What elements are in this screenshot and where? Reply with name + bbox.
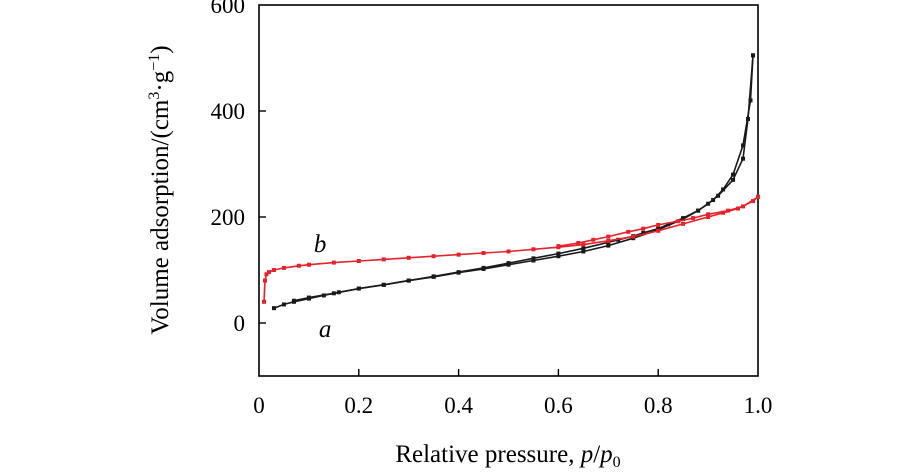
x-ticks: 0 0.2 0.4 0.6 0.8 1.0 <box>253 369 772 418</box>
data-point <box>431 254 436 259</box>
series-line-a-desorption <box>293 55 754 302</box>
series-a-desorption <box>291 53 756 303</box>
data-point <box>481 265 486 270</box>
data-point <box>281 302 286 307</box>
data-point <box>716 193 721 198</box>
x-tick-label: 0 <box>253 393 265 418</box>
data-point <box>696 208 701 213</box>
data-point <box>356 258 361 263</box>
data-point <box>641 230 646 235</box>
data-point <box>691 216 696 221</box>
data-point <box>271 306 276 311</box>
data-point <box>266 270 271 275</box>
data-point <box>261 299 266 304</box>
data-point <box>281 265 286 270</box>
data-point <box>591 237 596 242</box>
data-point <box>576 240 581 245</box>
series-line-a <box>273 55 754 309</box>
data-point <box>456 270 461 275</box>
data-point <box>676 219 681 224</box>
data-point <box>406 255 411 260</box>
y-axis-title: Volume adsorption/(cm3·g−1) <box>146 45 174 334</box>
curve-labels: ab <box>314 231 331 343</box>
data-point <box>606 238 611 243</box>
x-axis-title: Relative pressure, p/p0 <box>395 441 620 471</box>
data-point <box>631 234 636 239</box>
series-line-b-desorption <box>558 196 759 247</box>
data-point <box>721 210 726 215</box>
data-point <box>506 261 511 266</box>
data-point <box>731 177 736 182</box>
data-point <box>726 208 731 213</box>
data-point <box>706 212 711 217</box>
data-point <box>271 268 276 272</box>
data-point <box>751 53 756 58</box>
data-point <box>656 222 661 227</box>
x-tick-label: 0.8 <box>644 393 673 418</box>
data-point <box>406 278 411 283</box>
data-point <box>641 226 646 231</box>
data-point <box>381 257 386 262</box>
data-point <box>606 234 611 239</box>
data-point <box>581 246 586 251</box>
x-tick-label: 0.2 <box>344 393 373 418</box>
data-point <box>626 229 631 234</box>
data-point <box>381 282 386 287</box>
series-layer <box>261 53 760 311</box>
data-point <box>456 252 461 257</box>
plot-frame <box>258 4 759 377</box>
data-point <box>356 286 361 291</box>
y-ticks: 0 200 400 600 <box>211 0 266 336</box>
x-tick-label: 1.0 <box>744 393 773 418</box>
data-point <box>331 291 336 296</box>
series-b <box>261 194 760 304</box>
x-tick-label: 0.6 <box>544 393 573 418</box>
data-point <box>731 172 736 177</box>
data-point <box>756 194 760 199</box>
data-point <box>581 249 586 254</box>
data-point <box>306 295 311 300</box>
y-tick-label: 400 <box>211 99 246 124</box>
data-point <box>506 249 511 254</box>
data-point <box>656 228 661 233</box>
data-point <box>581 242 586 247</box>
data-point <box>481 251 486 256</box>
data-point <box>748 98 753 103</box>
series-b-desorption <box>556 194 760 249</box>
y-tick-label: 0 <box>234 311 246 336</box>
data-point <box>741 143 746 148</box>
data-point <box>306 262 311 267</box>
series-a <box>271 53 756 311</box>
data-point <box>706 215 711 219</box>
data-point <box>656 226 661 231</box>
curve-label-b: b <box>314 231 327 258</box>
y-tick-label: 600 <box>211 0 246 18</box>
data-point <box>556 244 561 249</box>
curve-label-a: a <box>319 316 332 343</box>
data-point <box>531 256 536 261</box>
data-point <box>681 216 686 221</box>
data-point <box>331 260 336 265</box>
series-line-b <box>263 196 759 302</box>
data-point <box>741 156 746 161</box>
data-point <box>531 247 536 252</box>
x-tick-label: 0.4 <box>444 393 473 418</box>
y-tick-label: 200 <box>211 205 246 230</box>
data-point <box>606 243 611 248</box>
data-point <box>262 278 267 283</box>
data-point <box>264 272 269 277</box>
data-point <box>741 204 746 209</box>
data-point <box>751 199 756 204</box>
data-point <box>746 116 751 121</box>
data-point <box>291 298 296 303</box>
data-point <box>706 201 711 206</box>
data-point <box>531 258 536 263</box>
data-point <box>556 254 561 259</box>
data-point <box>296 263 301 268</box>
data-point <box>556 251 561 256</box>
data-point <box>681 221 686 226</box>
data-point <box>431 274 436 279</box>
data-point <box>666 222 671 227</box>
